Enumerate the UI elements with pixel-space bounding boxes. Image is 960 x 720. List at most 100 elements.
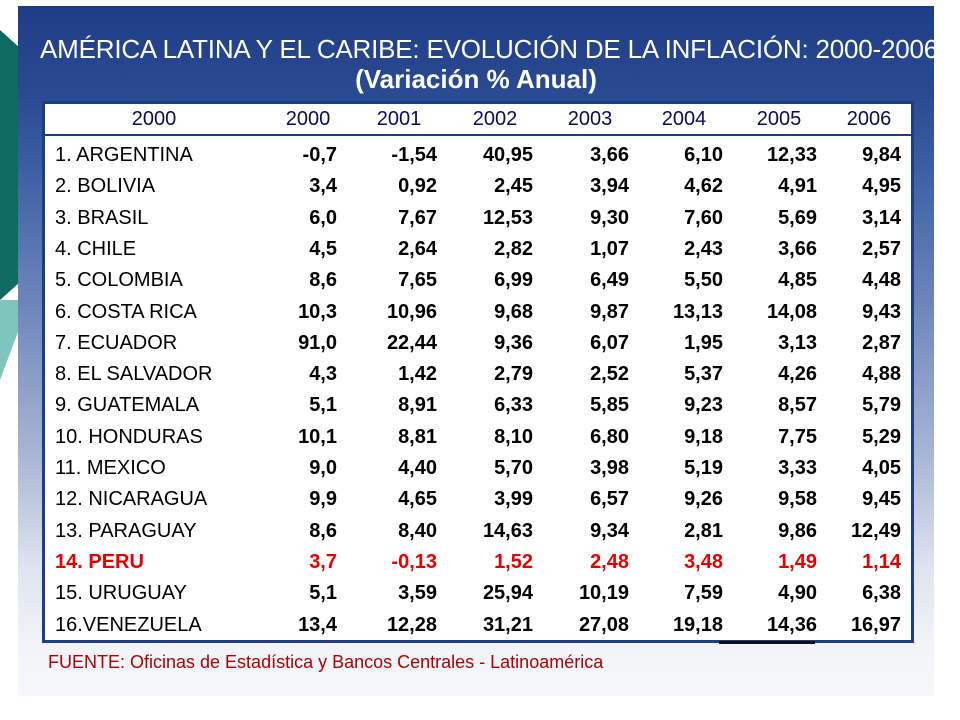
value-cell: 4,5 — [309, 237, 337, 260]
value-cell: 25,94 — [482, 582, 533, 605]
value-cell: 4,48 — [862, 269, 901, 292]
value-cell: 2,52 — [590, 363, 629, 386]
value-cell: 5,70 — [494, 457, 533, 479]
decorative-underline — [719, 641, 815, 644]
country-cell: 6. COSTA RICA — [55, 300, 197, 323]
inflation-table: 2000 2000 2001 2002 2003 2004 2005 2006 … — [42, 101, 914, 643]
table-header-row: 2000 2000 2001 2002 2003 2004 2005 2006 — [45, 104, 911, 136]
value-cell: 1,07 — [590, 237, 629, 260]
header-cell: 2002 — [472, 108, 518, 130]
value-cell: 2,79 — [494, 363, 533, 386]
value-cell: 9,87 — [590, 300, 629, 323]
value-cell: 9,34 — [590, 519, 629, 542]
value-cell: 3,33 — [778, 457, 817, 479]
country-cell: 1. ARGENTINA — [55, 144, 193, 166]
country-cell: 4. CHILE — [55, 237, 137, 260]
value-cell: 3,59 — [398, 582, 437, 605]
value-cell: 4,05 — [862, 457, 901, 479]
country-cell: 5. COLOMBIA — [55, 269, 183, 292]
value-cell: 12,53 — [482, 206, 533, 229]
value-cell: 8,57 — [778, 394, 817, 417]
value-cell: 8,81 — [398, 425, 437, 448]
value-cell: 1,52 — [494, 550, 533, 573]
value-cell: 8,40 — [398, 519, 437, 542]
country-cell: 13. PARAGUAY — [55, 519, 197, 542]
value-cell: 10,1 — [298, 425, 337, 448]
value-cell: 27,08 — [578, 613, 629, 636]
slide: AMÉRICA LATINA Y EL CARIBE: EVOLUCIÓN DE… — [18, 6, 938, 696]
country-cell: 12. NICARAGUA — [55, 488, 208, 511]
value-cell: -0,7 — [302, 144, 337, 166]
value-cell: 9,0 — [309, 457, 337, 479]
value-cell: 5,85 — [590, 394, 629, 417]
value-cell: 9,26 — [684, 488, 723, 511]
value-cell: 6,10 — [684, 144, 723, 166]
value-cell: 13,13 — [672, 300, 723, 323]
value-cell: 7,65 — [398, 269, 437, 292]
value-cell: 13,4 — [298, 613, 337, 636]
country-cell: 9. GUATEMALA — [55, 394, 200, 417]
value-cell: 3,99 — [494, 488, 533, 511]
value-cell: 4,62 — [684, 175, 723, 198]
value-cell: 2,82 — [494, 237, 533, 260]
value-cell: 5,1 — [309, 582, 337, 605]
value-cell: 9,43 — [862, 300, 901, 323]
value-cell: 3,13 — [778, 331, 817, 354]
value-cell: 9,86 — [778, 519, 817, 542]
value-cell: 6,80 — [590, 425, 629, 448]
value-cell: 3,14 — [862, 206, 901, 229]
value-cell: 10,96 — [386, 300, 437, 323]
value-cell: 8,10 — [494, 425, 533, 448]
slide-subtitle: (Variación % Anual) — [355, 64, 597, 94]
value-cell: 7,60 — [684, 206, 723, 229]
value-cell: 14,63 — [482, 519, 533, 542]
value-cell: 9,9 — [309, 488, 337, 511]
country-cell: 8. EL SALVADOR — [55, 363, 213, 386]
source-note: FUENTE: Oficinas de Estadística y Bancos… — [48, 652, 604, 672]
value-cell: 4,91 — [778, 175, 817, 198]
value-cell: 12,28 — [386, 613, 437, 636]
value-cell: 3,94 — [590, 175, 629, 198]
value-cell: 22,44 — [386, 331, 437, 354]
value-cell: 6,49 — [590, 269, 629, 292]
value-cell: 4,90 — [778, 582, 817, 605]
value-cell: 9,84 — [862, 144, 901, 166]
value-cell: 2,81 — [684, 519, 723, 542]
value-cell: 1,14 — [862, 550, 901, 573]
country-cell: 3. BRASIL — [55, 206, 149, 229]
value-cell: 9,58 — [778, 488, 817, 511]
value-cell: 2,57 — [862, 237, 901, 260]
value-cell: 4,65 — [398, 488, 437, 511]
value-cell: 5,50 — [684, 269, 723, 292]
value-cell: 9,18 — [684, 425, 723, 448]
value-cell: 2,48 — [590, 550, 629, 573]
value-cell: 91,0 — [298, 331, 337, 354]
value-cell: 12,49 — [850, 519, 901, 542]
value-cell: 5,29 — [862, 425, 901, 448]
value-cell: 9,23 — [684, 394, 723, 417]
value-cell: 5,1 — [309, 394, 337, 417]
value-cell: 10,19 — [578, 582, 629, 605]
value-cell: -1,54 — [391, 144, 437, 166]
value-cell: 8,6 — [309, 269, 337, 292]
value-cell: 31,21 — [482, 613, 533, 636]
country-cell: 7. ECUADOR — [55, 331, 178, 354]
value-cell: 6,38 — [862, 582, 901, 605]
value-cell: 8,91 — [398, 394, 437, 417]
value-cell: 4,26 — [778, 363, 817, 386]
value-cell: 4,88 — [862, 363, 901, 386]
country-cell: 2. BOLIVIA — [55, 175, 156, 198]
value-cell: 2,45 — [494, 175, 533, 198]
value-cell: 7,75 — [778, 425, 817, 448]
value-cell: 10,3 — [298, 300, 337, 323]
value-cell: 3,66 — [778, 237, 817, 260]
header-cell: 2004 — [661, 108, 707, 130]
value-cell: 9,68 — [494, 300, 533, 323]
country-cell: 11. MEXICO — [55, 457, 166, 479]
value-cell: 7,59 — [684, 582, 723, 605]
value-cell: 7,67 — [398, 206, 437, 229]
value-cell: 19,18 — [672, 613, 723, 636]
value-cell: 6,07 — [590, 331, 629, 354]
value-cell: 9,30 — [590, 206, 629, 229]
value-cell: 12,33 — [766, 144, 817, 166]
